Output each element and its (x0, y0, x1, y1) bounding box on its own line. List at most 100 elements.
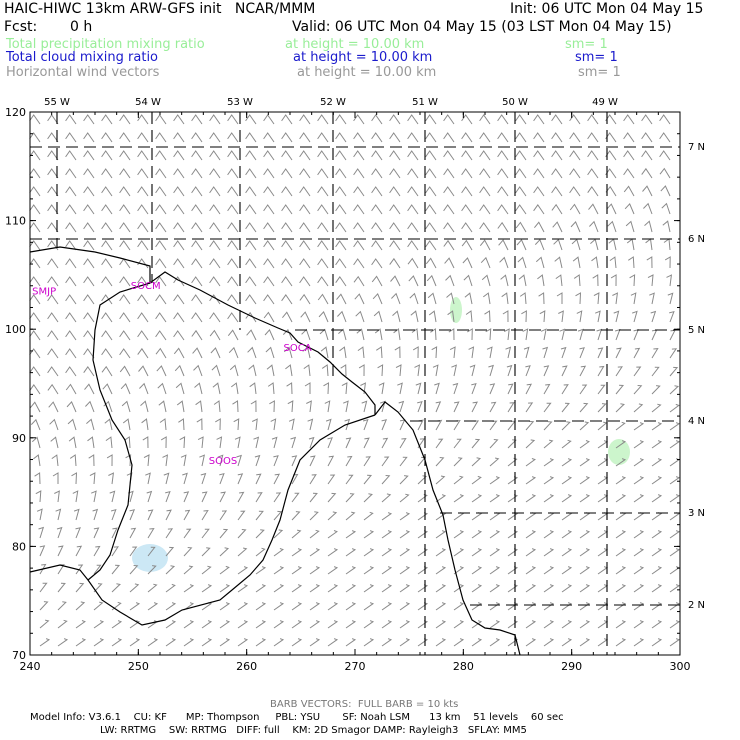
wind-barb (35, 490, 42, 503)
wind-barb (381, 620, 393, 629)
wind-barb (83, 204, 95, 215)
wind-barb (146, 490, 153, 503)
wind-barb (399, 620, 411, 629)
wind-barb (623, 185, 635, 197)
wind-barb (381, 602, 393, 611)
wind-barb (340, 364, 347, 377)
wind-barb (448, 328, 455, 341)
field-wind-name: Horizontal wind vectors (6, 65, 160, 80)
wind-barb (623, 114, 635, 125)
wind-barb (281, 258, 293, 269)
wind-barb (407, 204, 419, 215)
wind-barb (173, 204, 185, 215)
wind-barb (428, 310, 437, 323)
wind-barb (443, 132, 455, 143)
wind-barb (29, 384, 41, 395)
wind-barb (525, 458, 536, 467)
wind-barb (569, 186, 581, 197)
x-tick-label: 290 (561, 660, 582, 673)
wind-barb (47, 330, 59, 341)
wind-barb (291, 455, 298, 467)
wind-barb (551, 150, 563, 161)
wind-barb (119, 294, 131, 305)
wind-barb (434, 382, 440, 395)
wind-barb (209, 222, 221, 233)
wind-barb (124, 436, 131, 449)
precip-blob (450, 297, 462, 323)
wind-barb (345, 548, 357, 557)
wind-barb (137, 240, 149, 251)
wind-barb (590, 238, 599, 251)
wind-barb (229, 364, 239, 377)
wind-barb (179, 436, 186, 449)
wind-barb (651, 440, 663, 449)
wind-barb (360, 382, 367, 395)
wind-barb (317, 132, 329, 143)
wind-barb (595, 310, 601, 323)
wind-barb (569, 132, 581, 143)
wind-barb (219, 547, 230, 557)
wind-barb (65, 240, 77, 251)
wind-barb (165, 546, 175, 557)
wind-barb (389, 204, 401, 215)
wind-barb (489, 420, 498, 431)
wind-barb (543, 620, 555, 629)
wind-barb (155, 330, 167, 341)
wind-barb (245, 150, 257, 161)
wind-barb (281, 222, 293, 233)
wind-barb (290, 436, 297, 449)
wind-barb (393, 328, 401, 341)
y-tick-label: 90 (12, 432, 26, 445)
wind-barb (101, 222, 113, 233)
wind-barb (425, 132, 437, 143)
wind-barb (363, 456, 371, 467)
wind-barb (227, 294, 239, 305)
x-tick-label: 250 (128, 660, 149, 673)
wind-barb (353, 150, 365, 161)
wind-barb (381, 548, 393, 557)
wind-barb (659, 114, 671, 125)
wind-barb (191, 312, 203, 323)
wind-barb (407, 150, 419, 161)
wind-barb (507, 602, 519, 611)
wind-barb (525, 566, 537, 575)
wind-barb (642, 185, 653, 197)
wind-barb (237, 638, 249, 647)
wind-barb (579, 548, 591, 557)
wind-barb (569, 168, 581, 179)
wind-barb (629, 274, 636, 287)
wind-barb (286, 382, 293, 395)
wind-barb (533, 114, 545, 125)
wind-barb (630, 292, 637, 305)
wind-barb (353, 168, 365, 179)
wind-barb (109, 490, 116, 503)
x-tick-label: 240 (20, 660, 41, 673)
wind-barb (101, 150, 113, 161)
wind-barb (407, 132, 419, 143)
wind-barb (317, 150, 329, 161)
wind-barb (219, 510, 228, 521)
wind-barb (345, 602, 357, 611)
wind-barb (129, 602, 141, 611)
wind-barb (273, 455, 279, 467)
y-axis-ticks: 70 80 90 100 110 120 (5, 106, 680, 662)
wind-barb (215, 418, 221, 431)
wind-barb (47, 114, 59, 125)
wind-barb (361, 400, 368, 413)
wind-barb (525, 620, 537, 629)
wind-barb (263, 114, 275, 125)
wind-barb (614, 328, 621, 341)
wind-barb (399, 419, 406, 431)
wind-barb (569, 150, 581, 161)
wind-barb (269, 400, 275, 413)
wind-barb (633, 476, 645, 485)
wind-barb (363, 620, 375, 629)
wind-barb (191, 240, 203, 251)
wind-barb (507, 530, 519, 539)
wind-barb (119, 312, 131, 323)
wind-barb (353, 114, 365, 125)
wind-barb (201, 491, 208, 503)
wind-barb (561, 566, 573, 575)
x-tick-label: 270 (345, 660, 366, 673)
wind-barb (183, 620, 195, 629)
